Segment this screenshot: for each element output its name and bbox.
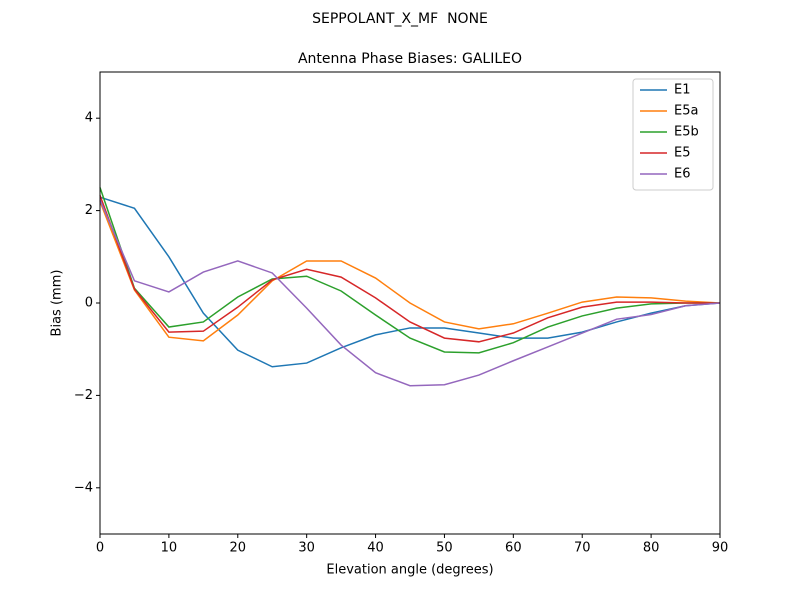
suptitle: SEPPOLANT_X_MF NONE (312, 11, 488, 27)
x-axis-label: Elevation angle (degrees) (326, 563, 493, 578)
line-series (99, 196, 721, 368)
chart-title: Antenna Phase Biases: GALILEO (298, 51, 522, 67)
legend-box (632, 78, 714, 191)
x-tick-label: 50 (436, 541, 453, 556)
legend-label: E5 (674, 146, 691, 161)
legend-label: E5a (674, 104, 698, 119)
y-tick-label: −4 (74, 480, 93, 495)
y-tick-label: 0 (85, 296, 93, 311)
plot-frame (99, 71, 721, 535)
x-tick-label: 10 (161, 541, 178, 556)
line-series (99, 199, 721, 387)
x-tick-label: 40 (367, 541, 384, 556)
x-tick-label: 70 (574, 541, 591, 556)
x-tick-label: 30 (298, 541, 315, 556)
line-series (99, 187, 720, 354)
legend-label: E5b (674, 125, 699, 140)
y-tick-label: −2 (74, 388, 93, 403)
legend-label: E1 (674, 83, 691, 98)
line-series (99, 201, 721, 342)
y-axis-label: Bias (mm) (50, 270, 65, 337)
x-tick-label: 0 (96, 541, 104, 556)
line-series (99, 195, 720, 343)
x-tick-label: 60 (505, 541, 522, 556)
y-tick-label: 2 (85, 203, 93, 218)
x-tick-label: 20 (230, 541, 247, 556)
x-tick-label: 80 (643, 541, 660, 556)
x-tick-label: 90 (712, 541, 729, 556)
legend-label: E6 (674, 167, 691, 182)
y-tick-label: 4 (85, 111, 93, 126)
